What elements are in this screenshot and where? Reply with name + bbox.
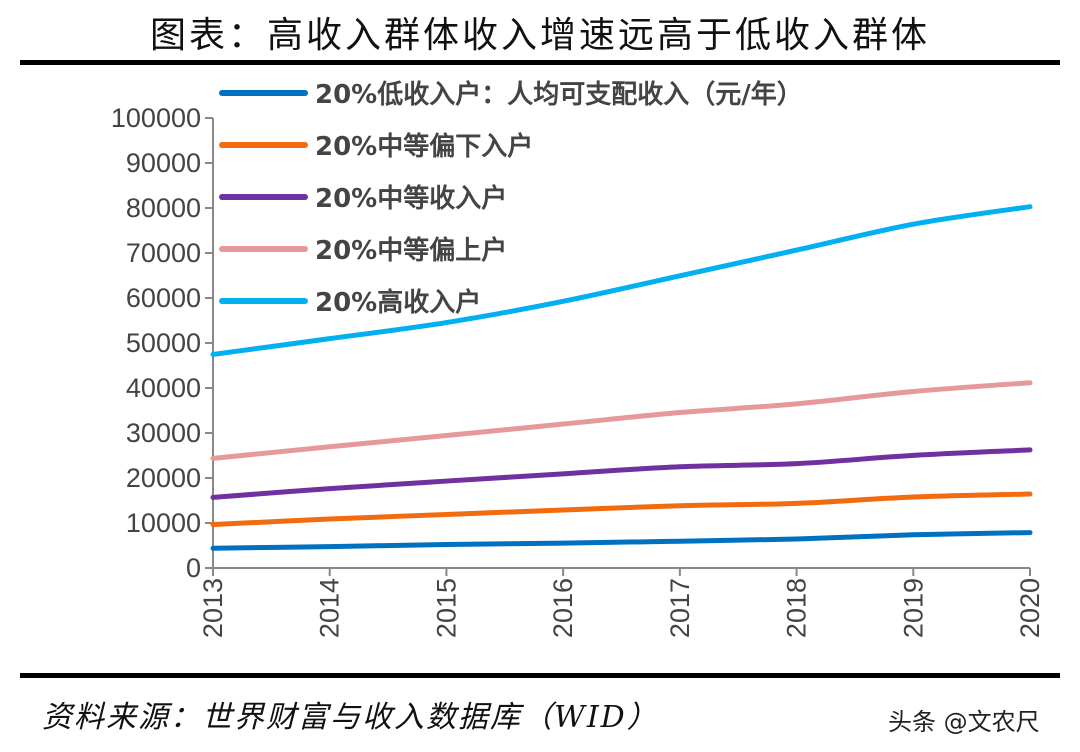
source-note: 资料来源：世界财富与收入数据库（WID）: [42, 700, 659, 735]
x-tick-label: 2019: [898, 578, 928, 638]
y-tick-label: 80000: [126, 193, 201, 223]
x-tick-label: 2018: [782, 578, 812, 638]
legend-label-5: 20%高收入户: [315, 287, 481, 318]
y-tick-label: 90000: [126, 148, 201, 178]
series-line-1: [210, 530, 1033, 551]
legend-label-2: 20%中等偏下入户: [315, 131, 533, 162]
series-line-4: [210, 380, 1033, 461]
watermark: 头条 @文农尺: [888, 708, 1040, 736]
x-tick-label: 2016: [548, 578, 578, 638]
y-tick-label: 20000: [126, 463, 201, 493]
x-tick-label: 2013: [198, 578, 228, 638]
top-rule: [20, 60, 1060, 65]
y-tick-label: 0: [186, 553, 201, 583]
y-tick-label: 70000: [126, 238, 201, 268]
x-tick-label: 2020: [1015, 578, 1045, 638]
chart-title: 图表：高收入群体收入增速远高于低收入群体: [149, 15, 930, 56]
y-tick-label: 10000: [126, 508, 201, 538]
y-tick-label: 100000: [111, 103, 201, 133]
series-line-2: [210, 491, 1033, 528]
bottom-rule: [20, 673, 1060, 678]
x-tick-label: 2015: [431, 578, 461, 638]
legend-label-4: 20%中等偏上户: [315, 235, 507, 266]
y-tick-label: 60000: [126, 283, 201, 313]
y-tick-label: 40000: [126, 373, 201, 403]
series-line-3: [210, 447, 1033, 500]
x-tick-label: 2014: [315, 578, 345, 638]
y-tick-label: 50000: [126, 328, 201, 358]
series-line-5: [210, 204, 1033, 357]
legend-label-1: 20%低收入户：人均可支配收入（元/年）: [315, 79, 803, 110]
x-tick-label: 2017: [665, 578, 695, 638]
legend-label-3: 20%中等收入户: [315, 183, 507, 214]
y-tick-label: 30000: [126, 418, 201, 448]
